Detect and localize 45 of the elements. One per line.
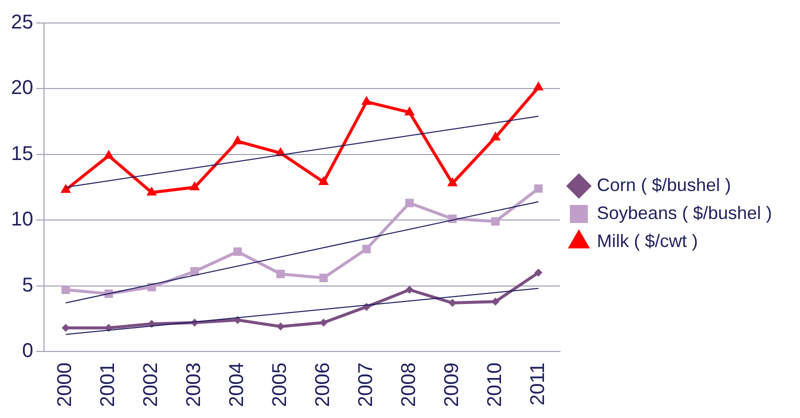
x-tick-label: 2007	[355, 362, 378, 408]
point	[447, 177, 458, 186]
point	[190, 267, 199, 276]
point	[276, 270, 285, 278]
point	[233, 247, 242, 256]
x-tick-label: 2002	[140, 362, 162, 408]
x-tick-label: 2004	[226, 362, 248, 408]
point	[146, 186, 157, 196]
point	[534, 268, 542, 277]
point	[319, 274, 328, 282]
x-tick-label: 2011	[526, 362, 549, 406]
point	[104, 150, 114, 159]
x-tick-label: 2009	[440, 362, 463, 408]
point	[60, 184, 71, 193]
point	[406, 286, 414, 294]
point	[61, 286, 70, 294]
point	[448, 298, 456, 307]
x-tick-label: 2010	[484, 362, 506, 408]
point	[533, 81, 544, 90]
y-tick-label: 25	[10, 12, 34, 34]
x-tick-label: 2000	[54, 362, 76, 408]
y-tick-label: 0	[22, 340, 34, 362]
point	[189, 181, 200, 190]
point	[490, 131, 501, 140]
point	[318, 176, 329, 185]
point	[404, 106, 415, 116]
point	[491, 217, 500, 226]
x-tick-label: 2008	[398, 362, 420, 408]
legend-label: Corn ( $/bushel )	[596, 174, 731, 195]
point	[232, 135, 243, 144]
x-tick-label: 2003	[183, 362, 206, 408]
y-tick-label: 5	[22, 274, 34, 296]
y-tick-label: 20	[10, 77, 34, 100]
legend-label: Soybeans ( $/bushel )	[596, 202, 772, 223]
point	[361, 96, 372, 105]
x-tick-label: 2001	[97, 362, 120, 408]
point	[534, 184, 543, 193]
y-tick-label: 10	[10, 208, 34, 231]
legend-label: Milk ( $/cwt )	[596, 230, 698, 251]
y-tick-label: 15	[10, 142, 34, 165]
x-tick-label: 2006	[312, 362, 334, 408]
x-tick-label: 2005	[269, 362, 292, 408]
point	[362, 244, 371, 254]
point	[405, 198, 414, 208]
point	[320, 318, 328, 327]
